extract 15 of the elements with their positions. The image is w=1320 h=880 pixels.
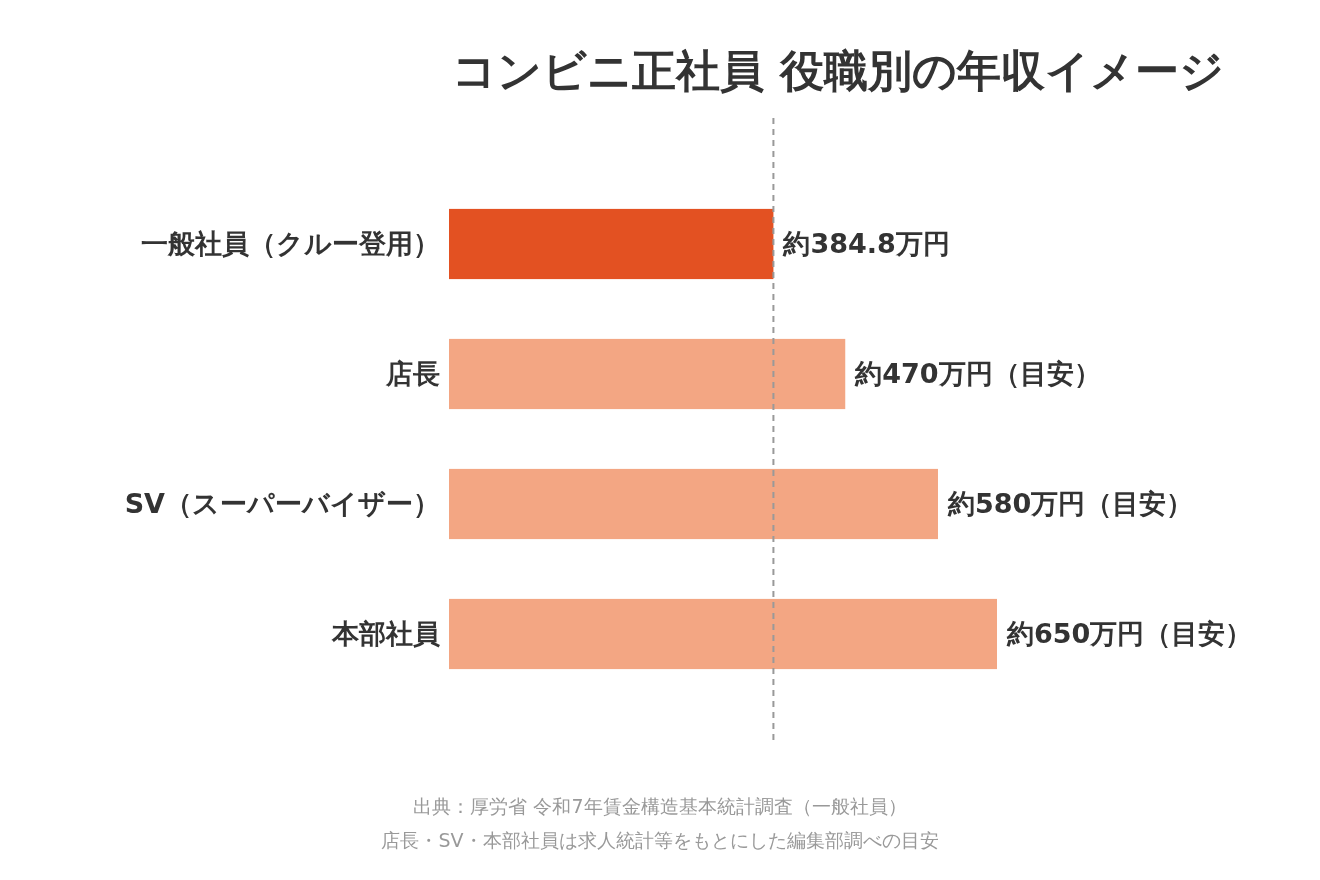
y-tick-label: 店長 bbox=[385, 358, 440, 390]
data-label: 約470万円（目安） bbox=[854, 358, 1101, 390]
data-label: 約580万円（目安） bbox=[946, 488, 1194, 520]
y-tick-label: 本部社員 bbox=[331, 618, 440, 650]
bar bbox=[449, 338, 846, 410]
bar bbox=[449, 208, 774, 280]
chart-title: コンビニ正社員 役職別の年収イメージ bbox=[452, 45, 1224, 96]
source-note: 出典：厚労省 令和7年賃金構造基本統計調査（一般社員） bbox=[413, 795, 907, 817]
y-tick-label: 一般社員（クルー登用） bbox=[141, 228, 440, 260]
y-tick-label: SV（スーパーバイザー） bbox=[124, 488, 440, 520]
text: 店長・SV・本部社員は求人統計等をもとにした編集部調べの目安 bbox=[381, 829, 939, 851]
bar bbox=[449, 468, 938, 540]
data-label: 約650万円（目安） bbox=[1006, 618, 1253, 650]
data-label: 約384.8万円 bbox=[782, 228, 950, 260]
bar bbox=[449, 598, 997, 670]
